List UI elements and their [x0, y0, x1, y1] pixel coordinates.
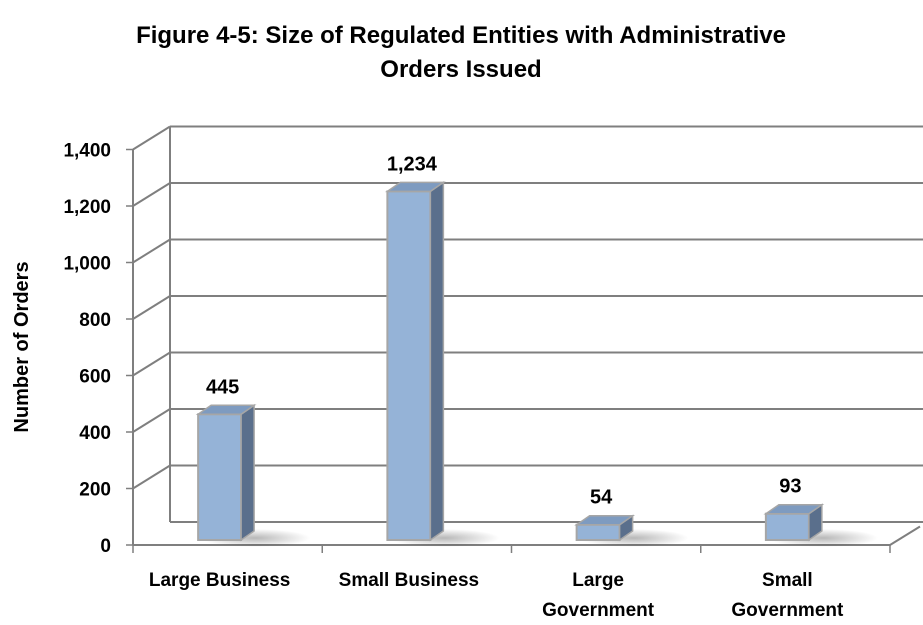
gridline-side — [132, 351, 171, 377]
category-labels: Large Business Small Business Large Governm… — [149, 570, 844, 621]
bar-front — [386, 190, 432, 542]
data-label: 54 — [590, 487, 613, 509]
gridline-side — [132, 408, 171, 433]
bar-side — [240, 403, 255, 542]
category-label: Government — [542, 600, 655, 621]
y-tick-label: 1,000 — [63, 254, 111, 275]
gridline-side — [132, 125, 171, 151]
category-label: Small — [762, 570, 813, 591]
y-tick-label: 1,200 — [63, 197, 111, 218]
category-label: Large Business — [149, 570, 291, 591]
bar — [195, 403, 257, 542]
data-label: 445 — [206, 376, 239, 398]
data-label: 93 — [779, 476, 801, 498]
y-tick-label: 1,400 — [63, 141, 111, 162]
y-tick-label: 800 — [79, 310, 111, 331]
y-tick-label: 0 — [100, 536, 111, 557]
bar-front — [197, 413, 243, 542]
category-label: Government — [731, 600, 844, 621]
bars — [195, 180, 825, 542]
bar — [763, 503, 825, 542]
y-tick-label: 600 — [79, 367, 111, 388]
gridlines — [132, 125, 923, 523]
gridline-side — [132, 238, 171, 264]
bar-front — [764, 512, 810, 541]
bar — [574, 514, 636, 542]
category-label: Large — [572, 570, 624, 591]
bar-front — [575, 523, 621, 541]
category-label: Small Business — [339, 570, 479, 591]
y-tick-label: 200 — [79, 480, 111, 501]
gridline-side — [132, 295, 171, 320]
y-tick-label: 400 — [79, 423, 111, 444]
floor-edge — [889, 525, 921, 546]
bar-top — [574, 514, 636, 526]
data-label: 1,234 — [387, 153, 438, 175]
gridline-side — [132, 464, 171, 490]
bar-top — [384, 181, 446, 193]
bar-top — [195, 404, 257, 416]
chart-title-line-1: Figure 4-5: Size of Regulated Entities w… — [136, 22, 786, 49]
y-axis-title: Number of Orders — [11, 261, 33, 432]
y-tick-labels: 0 200 400 600 800 1,000 1,200 1,400 — [63, 141, 111, 558]
bar — [384, 180, 446, 542]
gridline-side — [132, 182, 171, 207]
data-labels: 445 1,234 54 93 — [206, 153, 802, 508]
bar-side — [429, 180, 445, 542]
bar-top — [763, 503, 825, 515]
chart-title-line-2: Orders Issued — [380, 56, 541, 83]
